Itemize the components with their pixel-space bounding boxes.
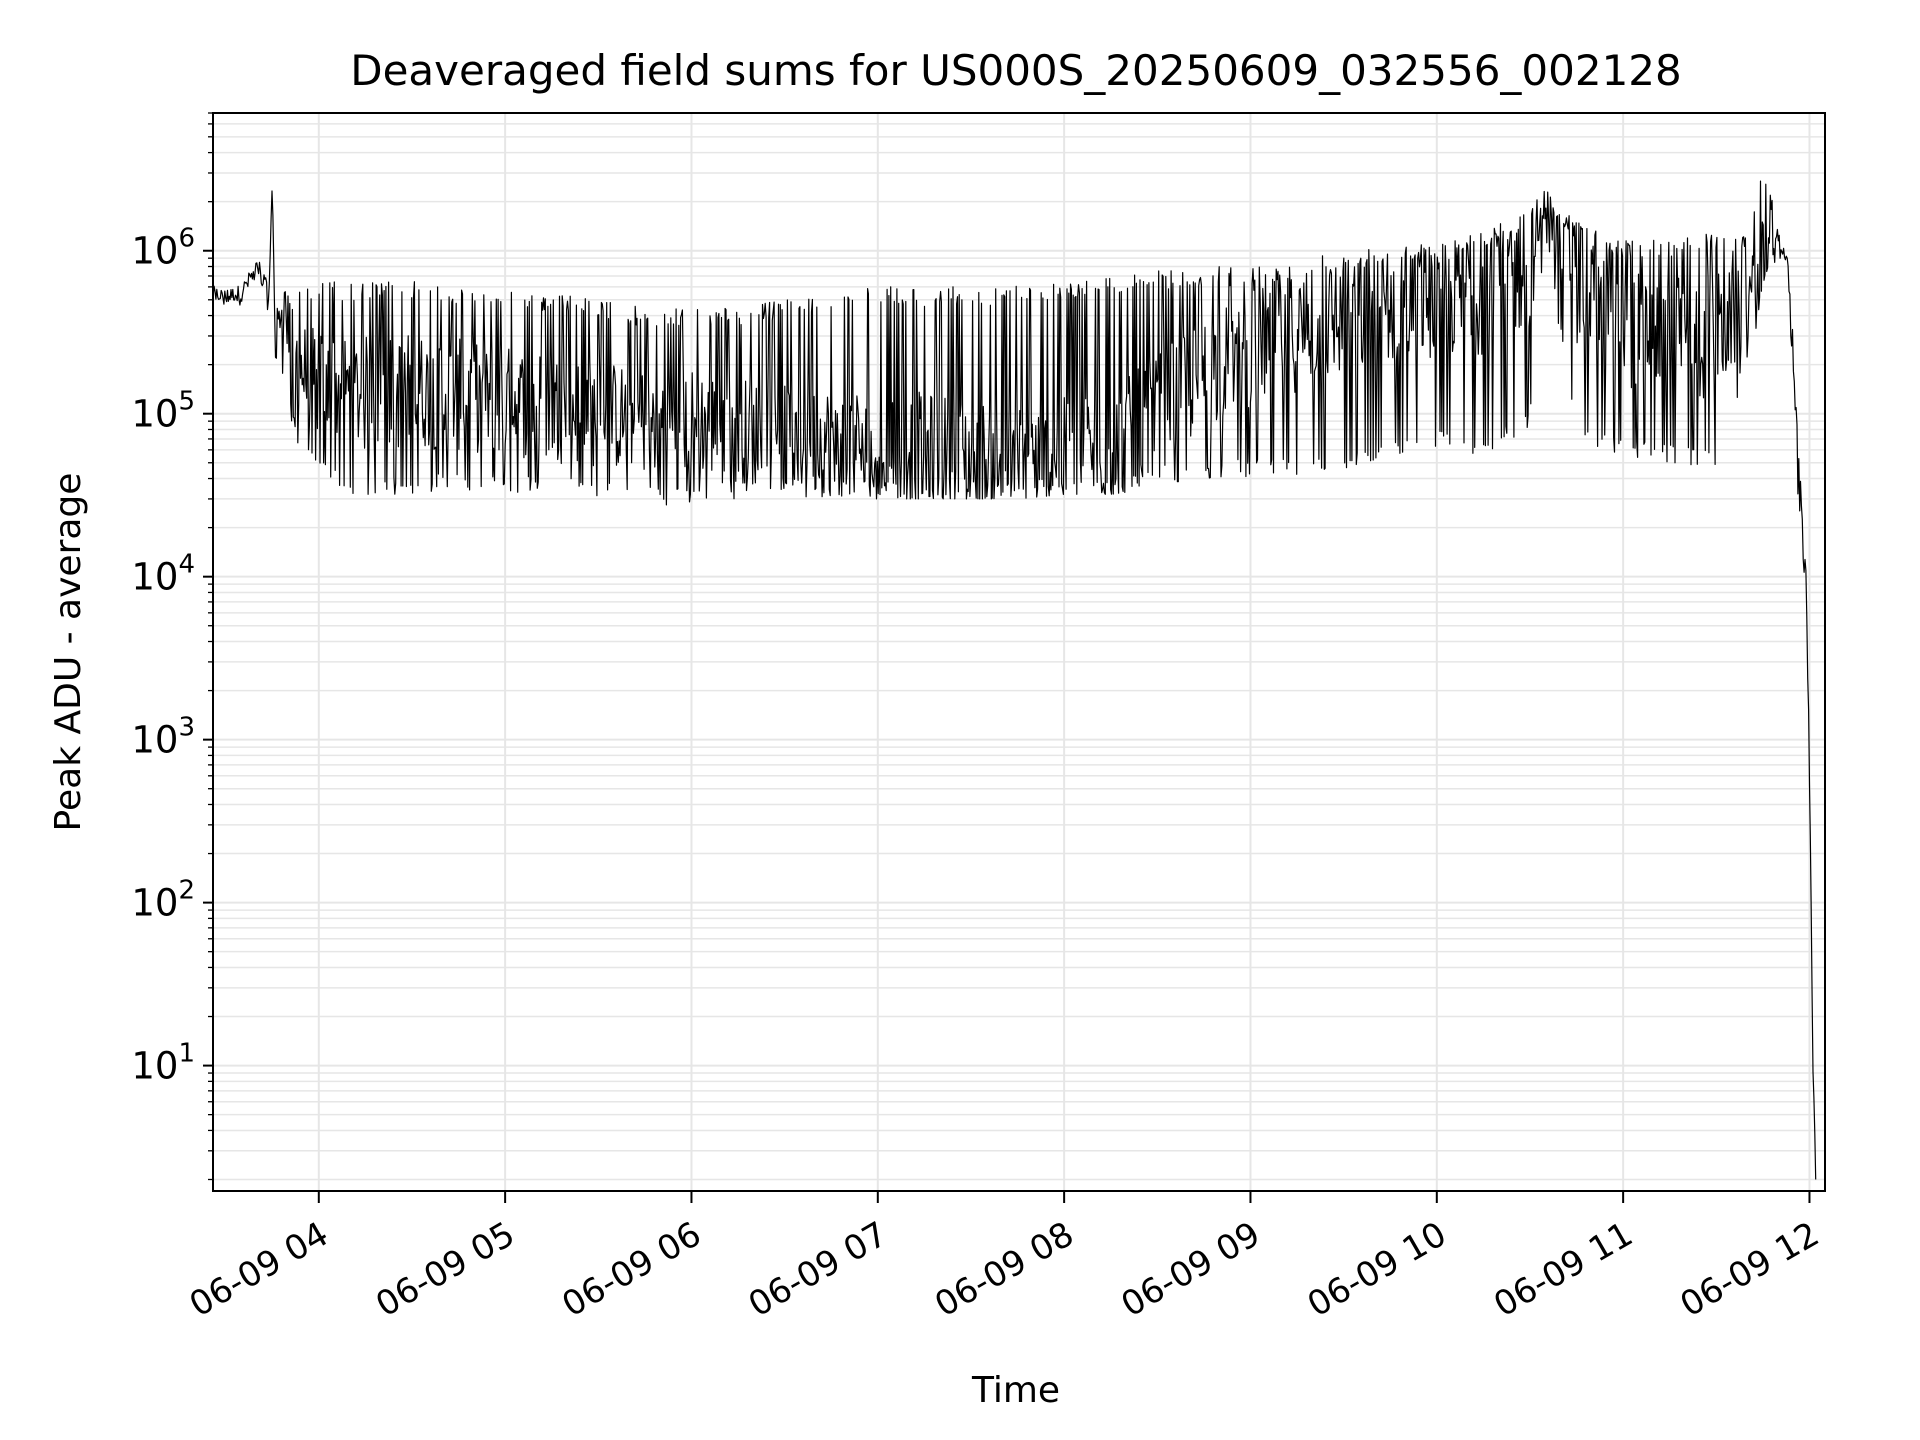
y-tick-label-base: 10 [131, 393, 178, 436]
plot-area [212, 180, 1817, 1180]
y-tick-label: 102 [131, 876, 195, 925]
x-axis-label: Time [971, 1370, 1060, 1411]
y-tick-label-exponent: 6 [178, 224, 195, 254]
y-tick-label: 105 [131, 387, 195, 436]
y-tick-label-base: 10 [131, 882, 178, 925]
y-tick-label: 101 [131, 1039, 195, 1088]
y-tick-label-base: 10 [131, 1045, 178, 1088]
chart-title: Deaveraged field sums for US000S_2025060… [350, 46, 1682, 95]
y-tick-label-exponent: 5 [178, 387, 195, 417]
y-tick-label-base: 10 [131, 719, 178, 762]
y-axis-label: Peak ADU - average [48, 473, 89, 832]
plot-frame [212, 112, 1826, 1192]
y-tick-label: 106 [131, 224, 195, 273]
y-tick-label: 103 [131, 713, 195, 762]
grid [213, 112, 1825, 1191]
y-tick-label-exponent: 1 [178, 1039, 195, 1069]
y-tick-label-base: 10 [131, 556, 178, 599]
y-tick-label-exponent: 4 [178, 550, 195, 580]
y-tick-label: 104 [131, 550, 195, 599]
y-tick-label-base: 10 [131, 230, 178, 273]
y-tick-label-exponent: 3 [178, 713, 195, 743]
y-tick-label-exponent: 2 [178, 876, 195, 906]
series-line [212, 180, 1817, 1180]
